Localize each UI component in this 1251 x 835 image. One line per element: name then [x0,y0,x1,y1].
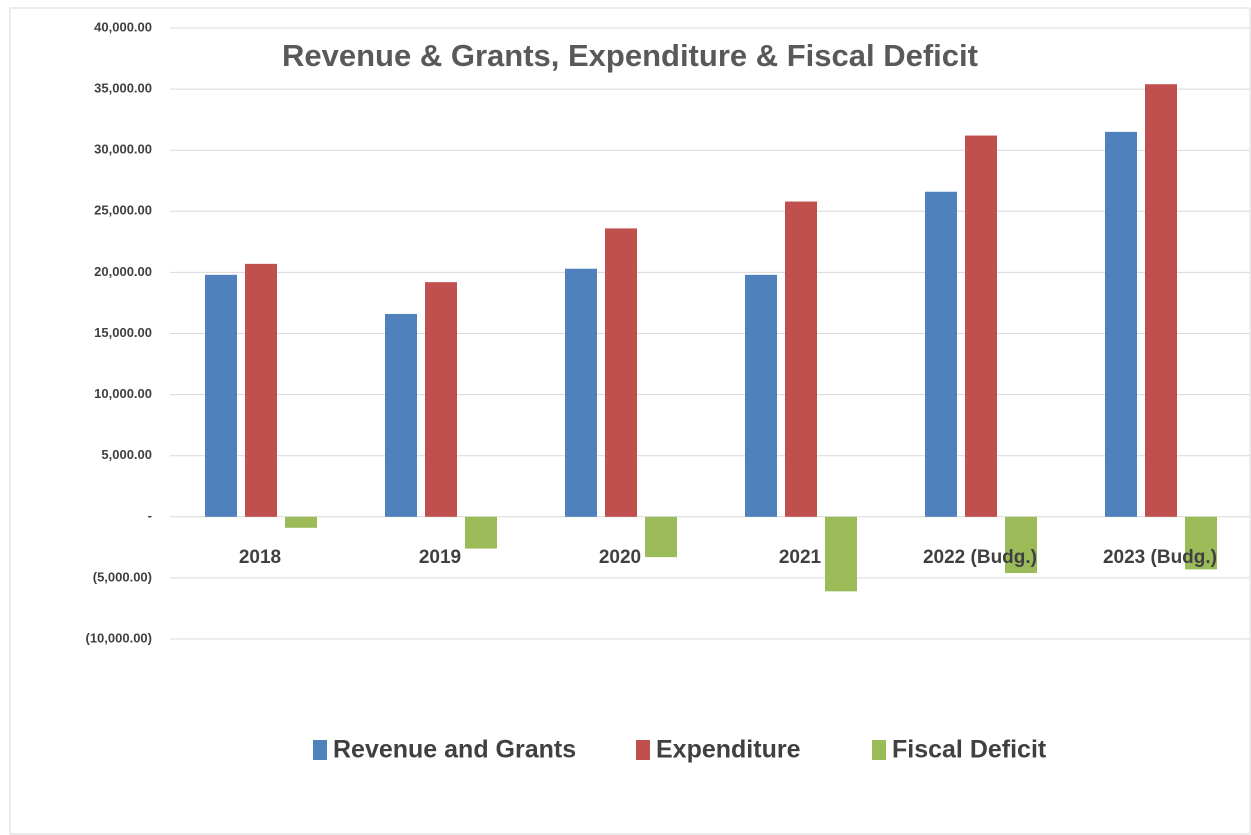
bar [465,516,497,549]
x-tick-label: 2018 [239,547,281,568]
y-tick-label: (10,000.00) [86,630,153,645]
y-tick-label: 20,000.00 [94,264,152,279]
y-tick-label: 25,000.00 [94,203,152,218]
y-tick-label: 40,000.00 [94,19,152,34]
bar [645,516,677,558]
x-tick-label: 2022 (Budg.) [923,547,1037,568]
y-tick-label: 15,000.00 [94,325,152,340]
legend-label: Revenue and Grants [333,736,576,764]
legend-swatch [313,740,327,760]
y-tick-label: 5,000.00 [101,447,152,462]
legend-swatch [872,740,886,760]
legend-label: Expenditure [656,736,801,764]
x-tick-label: 2019 [419,547,461,568]
bar [425,282,457,517]
bar [285,516,317,528]
bar [565,268,597,517]
bar [745,274,777,517]
x-tick-label: 2023 (Budg.) [1103,547,1217,568]
bar [1005,516,1037,574]
bar [1105,131,1137,517]
bar [385,313,417,517]
y-tick-label: 35,000.00 [94,81,152,96]
chart-title: Revenue & Grants, Expenditure & Fiscal D… [282,38,978,73]
bar [785,201,817,517]
x-tick-label: 2020 [599,547,641,568]
bar [925,191,957,517]
y-tick-label: 10,000.00 [94,386,152,401]
bar [205,274,237,517]
y-tick-label: 30,000.00 [94,142,152,157]
bar [245,263,277,517]
bar [1145,84,1177,517]
legend-label: Fiscal Deficit [892,736,1047,764]
y-tick-label: - [148,508,152,523]
bar [1185,516,1217,570]
legend-swatch [636,740,650,760]
y-tick-label: (5,000.00) [93,569,152,584]
bar [825,516,857,592]
x-tick-label: 2021 [779,547,822,568]
bar [965,135,997,517]
bar [605,228,637,517]
